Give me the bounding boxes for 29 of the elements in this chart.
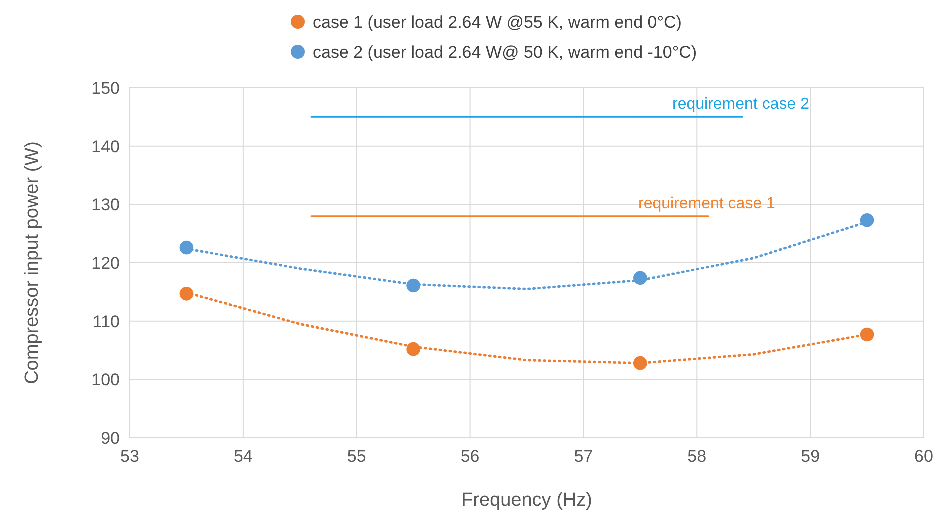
point <box>406 278 420 293</box>
y-tick-label: 140 <box>92 137 120 156</box>
x-tick-label: 60 <box>914 447 934 466</box>
legend-label: case 2 (user load 2.64 W@ 50 K, warm end -10°C) <box>313 42 698 62</box>
x-tick-label: 59 <box>801 447 820 466</box>
y-tick-label: 110 <box>92 312 120 332</box>
point <box>180 287 194 301</box>
series-label: requirement case 2 <box>672 96 810 114</box>
x-axis-title: Frequency (Hz) <box>462 490 592 511</box>
y-tick-label: 90 <box>101 428 120 448</box>
y-axis-title: Compressor input power (W) <box>22 142 43 384</box>
x-tick-label: 57 <box>574 447 594 466</box>
point <box>634 356 648 370</box>
x-tick-label: 58 <box>688 447 707 466</box>
x-tick-label: 53 <box>120 447 140 466</box>
point <box>406 342 420 356</box>
y-tick-label: 120 <box>92 254 120 273</box>
point <box>634 271 648 286</box>
legend-label: case 1 (user load 2.64 W @55 K, warm end 0°C) <box>313 12 682 32</box>
y-tick-label: 130 <box>92 196 120 215</box>
y-tick-label: 100 <box>92 370 120 390</box>
point <box>860 328 874 342</box>
point <box>180 240 194 255</box>
series-label: requirement case 1 <box>638 195 776 212</box>
x-tick-label: 54 <box>234 447 253 466</box>
y-tick-label: 150 <box>92 78 120 98</box>
point <box>860 214 874 228</box>
x-tick-label: 56 <box>460 447 480 466</box>
x-tick-label: 55 <box>347 447 366 466</box>
